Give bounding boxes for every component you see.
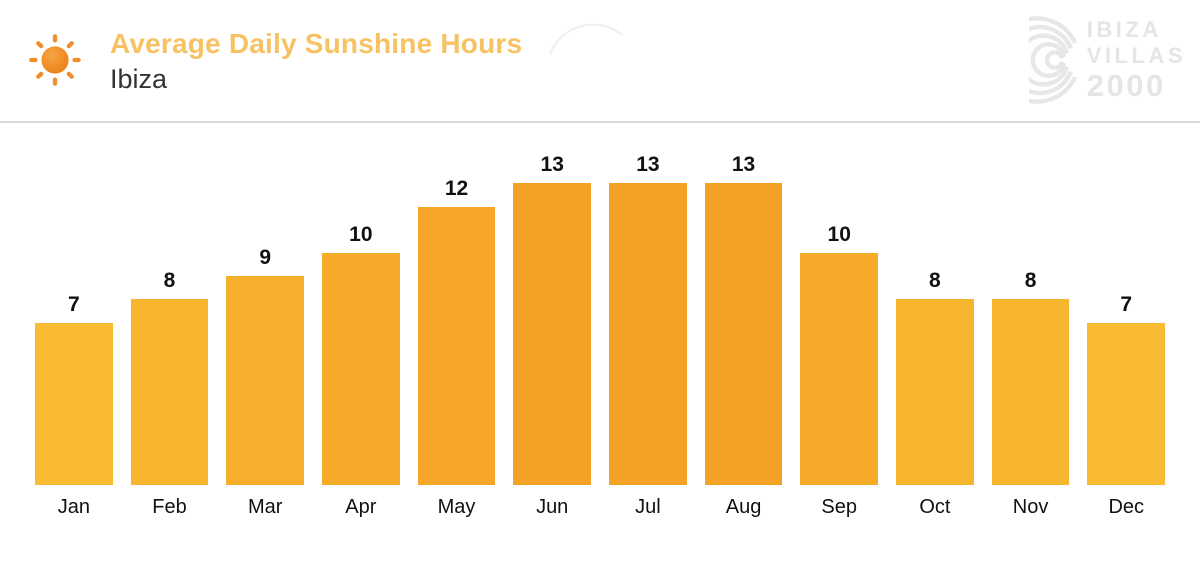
bar-column: 12 May	[417, 176, 496, 520]
page-title: Average Daily Sunshine Hours	[110, 28, 523, 59]
bar-value-label: 12	[444, 176, 469, 200]
bar-column: 13 Jul	[609, 152, 687, 520]
bar	[513, 183, 592, 485]
concentric-arcs-icon	[1028, 16, 1077, 104]
bar-value-label: 8	[163, 269, 176, 293]
bar	[991, 299, 1070, 485]
bar	[130, 299, 209, 485]
page-subtitle: Ibiza	[110, 64, 168, 94]
x-tick-label: May	[437, 496, 476, 518]
bar-value-label: 13	[540, 153, 564, 177]
bar-value-label: 9	[259, 246, 272, 270]
bar-column: 9 Mar	[226, 245, 305, 520]
bar	[896, 299, 974, 485]
bar-value-label: 8	[929, 269, 941, 293]
brand-logo: IBIZA VILLAS 2000	[1028, 16, 1186, 104]
bar-value-label: 8	[1024, 269, 1037, 293]
chart: 7 Jan 8 Feb 9 Mar 10 Apr 12 May 13 Jun 13 Jul 13 Aug 10 S…	[35, 152, 1166, 520]
x-tick-label: Oct	[919, 496, 951, 518]
bar	[322, 253, 400, 485]
bar	[1087, 322, 1166, 485]
bar	[417, 206, 496, 485]
bar	[35, 322, 113, 485]
logo-line-villas: VILLAS	[1086, 43, 1186, 68]
title-block: Average Daily Sunshine Hours Ibiza	[110, 27, 522, 96]
bar	[800, 253, 879, 485]
x-tick-label: Feb	[152, 496, 187, 518]
x-tick-label: Aug	[725, 496, 762, 518]
bar-column: 8 Feb	[130, 268, 209, 520]
bar	[226, 276, 305, 485]
bar-column: 13 Jun	[513, 152, 592, 520]
bar-column: 10 Sep	[800, 222, 879, 520]
logo-text: IBIZA VILLAS 2000	[1087, 17, 1186, 103]
x-tick-label: Dec	[1108, 496, 1145, 518]
decorative-arc	[548, 23, 623, 55]
x-tick-label: Jun	[536, 496, 569, 518]
header: Average Daily Sunshine Hours Ibiza IBIZA…	[0, 0, 1200, 123]
logo-line-2000: 2000	[1086, 68, 1166, 103]
x-tick-label: Jan	[57, 496, 90, 518]
bar-value-label: 7	[67, 292, 80, 316]
x-tick-label: Apr	[345, 496, 377, 518]
bar-column: 10 Apr	[322, 222, 400, 520]
bar-column: 8 Nov	[991, 268, 1070, 520]
x-tick-label: Mar	[247, 496, 283, 518]
bar-value-label: 10	[827, 223, 851, 246]
x-tick-label: Sep	[821, 496, 857, 518]
sun-icon	[29, 34, 81, 86]
bar	[609, 183, 687, 485]
bar-column: 13 Aug	[704, 152, 783, 520]
bar-column: 7 Dec	[1087, 292, 1166, 520]
bar-value-label: 13	[636, 153, 660, 177]
bar-value-label: 10	[349, 223, 373, 246]
x-tick-label: Jul	[635, 496, 661, 518]
bar-value-label: 7	[1120, 292, 1133, 316]
bar-column: 7 Jan	[35, 292, 113, 520]
bar-value-label: 13	[731, 153, 756, 177]
bar-column: 8 Oct	[896, 268, 974, 520]
bar	[704, 183, 783, 485]
logo-line-ibiza: IBIZA	[1086, 17, 1162, 42]
x-tick-label: Nov	[1012, 496, 1049, 518]
